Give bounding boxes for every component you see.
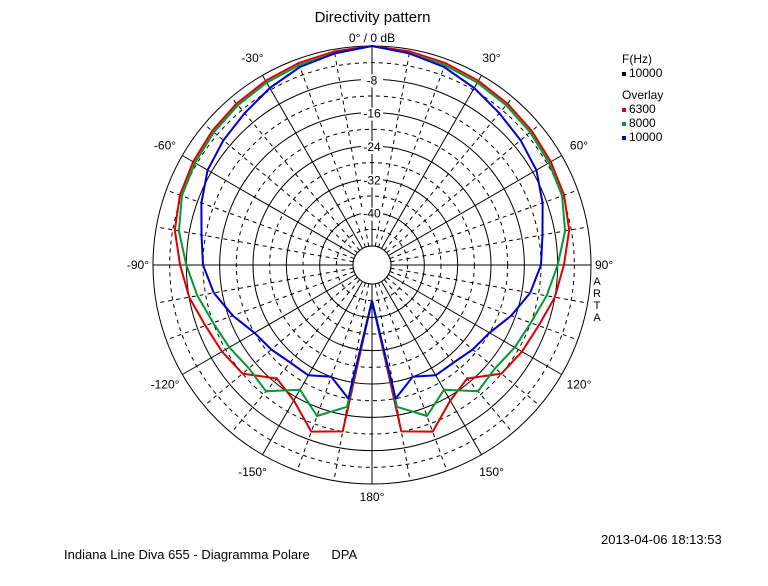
grid-spoke-minor bbox=[389, 189, 578, 259]
angle-label: 180° bbox=[360, 490, 385, 504]
angle-label: 60° bbox=[570, 139, 588, 153]
grid-spoke bbox=[388, 155, 562, 256]
legend-fhz-label: F(Hz) bbox=[622, 52, 652, 66]
grid-spoke bbox=[182, 274, 356, 375]
legend-swatch-icon bbox=[622, 121, 626, 126]
center-disk bbox=[352, 245, 392, 285]
angle-label: -30° bbox=[241, 51, 263, 65]
legend-overlay-label: Overlay bbox=[622, 88, 664, 102]
legend-swatch-icon bbox=[622, 135, 626, 140]
grid-spoke-minor bbox=[156, 226, 354, 263]
arta-side-label: ARTA bbox=[593, 276, 601, 324]
grid-spoke bbox=[388, 274, 562, 375]
angle-label: 0° / 0 dB bbox=[349, 31, 395, 45]
polar-labels: -8 -16 -24 -32 -40 0° / 0 dB 30° 60° 90° 120° 150°… bbox=[127, 31, 614, 504]
radial-tick-label: -32 bbox=[363, 173, 381, 187]
grid-spoke-minor bbox=[333, 283, 370, 481]
grid-spoke-minor bbox=[156, 267, 354, 304]
grid-spoke bbox=[182, 155, 356, 256]
footer-caption: Indiana Line Diva 655 - Diagramma Polare… bbox=[64, 547, 358, 562]
angle-label: -90° bbox=[127, 258, 149, 272]
radial-tick-label: -8 bbox=[367, 73, 378, 87]
angle-label: 120° bbox=[567, 378, 592, 392]
tick-label-bg bbox=[361, 74, 383, 88]
legend-frequency: F(Hz) 10000 bbox=[622, 52, 662, 80]
grid-spoke-minor bbox=[166, 189, 355, 259]
angle-label: 150° bbox=[479, 465, 504, 479]
legend-item-label: 8000 bbox=[629, 116, 656, 130]
radial-tick-label: -16 bbox=[363, 107, 381, 121]
grid-spoke-minor bbox=[203, 123, 358, 254]
legend-item-label: 10000 bbox=[629, 130, 663, 144]
tick-label-bg bbox=[361, 141, 383, 154]
grid-spoke-minor bbox=[230, 279, 361, 434]
grid-spoke bbox=[262, 75, 363, 249]
legend-item-10000: 10000 bbox=[622, 130, 663, 144]
legend-fhz-row: 10000 bbox=[622, 66, 662, 80]
series-10000-curve bbox=[200, 45, 544, 400]
tick-label-bg bbox=[361, 174, 383, 188]
grid-spoke-minor bbox=[378, 59, 448, 248]
grid-spoke-minor bbox=[296, 59, 366, 248]
grid-spoke-minor bbox=[374, 283, 411, 481]
footer-datetime: 2013-04-06 18:13:53 bbox=[601, 532, 722, 547]
grid-spoke-minor bbox=[390, 226, 588, 263]
polar-curves bbox=[173, 45, 571, 433]
tick-label-bg bbox=[361, 107, 383, 121]
grid-spoke-minor bbox=[383, 96, 514, 251]
grid-spoke bbox=[381, 75, 482, 249]
grid-spoke-minor bbox=[386, 123, 541, 254]
legend-swatch-icon bbox=[622, 107, 626, 112]
grid-spoke-minor bbox=[386, 276, 541, 407]
angle-label: 30° bbox=[482, 51, 500, 65]
grid-spoke-minor bbox=[383, 279, 514, 434]
radial-tick-label: -24 bbox=[363, 140, 381, 154]
legend-item-6300: 6300 bbox=[622, 102, 663, 116]
legend-item-label: 6300 bbox=[629, 102, 656, 116]
angle-label: -60° bbox=[154, 139, 176, 153]
radial-tick-label: -40 bbox=[363, 207, 381, 221]
tick-label-bg bbox=[361, 207, 383, 221]
grid-spoke-minor bbox=[390, 267, 588, 304]
grid-spoke-minor bbox=[389, 271, 578, 341]
legend-item-8000: 8000 bbox=[622, 116, 663, 130]
grid-spoke bbox=[262, 281, 363, 455]
angle-label: 90° bbox=[595, 258, 613, 272]
grid-spoke-minor bbox=[230, 96, 361, 251]
grid-spoke bbox=[381, 281, 482, 455]
legend-fhz-value: 10000 bbox=[629, 66, 663, 80]
chart-title: Directivity pattern bbox=[314, 9, 431, 26]
legend-swatch-icon bbox=[622, 71, 626, 76]
angle-label: -150° bbox=[238, 465, 267, 479]
legend-overlay: Overlay 6300 8000 10000 bbox=[622, 88, 663, 144]
grid-spoke-minor bbox=[166, 271, 355, 341]
angle-label: -120° bbox=[151, 378, 180, 392]
grid-spoke-minor bbox=[203, 276, 358, 407]
